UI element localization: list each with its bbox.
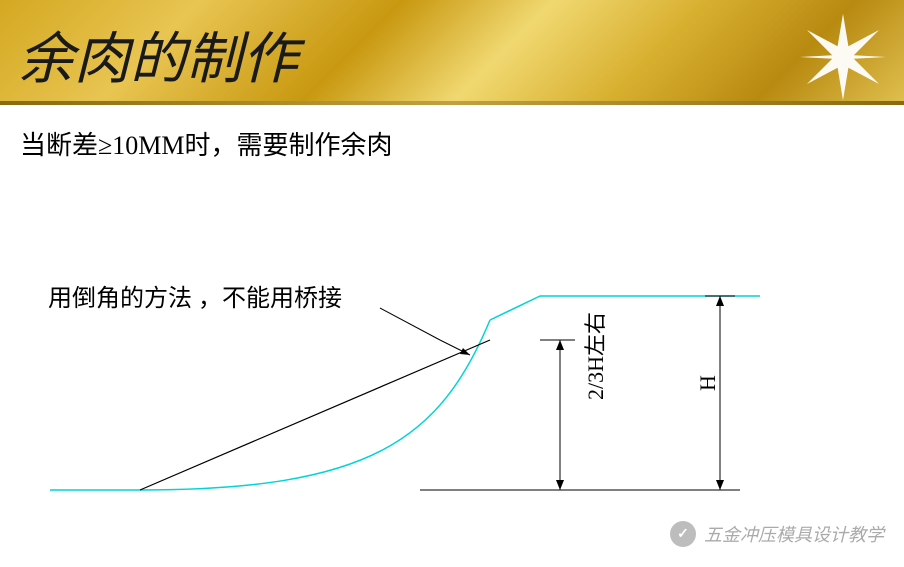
dimension-label-h: H xyxy=(695,375,721,391)
technical-diagram xyxy=(20,280,780,520)
watermark-text: 五金冲压模具设计教学 xyxy=(704,521,884,547)
slide-header: 余肉的制作 xyxy=(0,0,904,105)
condition-text: 当断差≥10MM时，需要制作余肉 xyxy=(20,125,393,162)
watermark: ✓ 五金冲压模具设计教学 xyxy=(670,521,884,547)
dimension-label-2-3h: 2/3H左右 xyxy=(578,312,610,400)
star-decoration xyxy=(798,12,888,102)
wechat-icon: ✓ xyxy=(670,521,696,547)
slide-title: 余肉的制作 xyxy=(18,14,298,95)
